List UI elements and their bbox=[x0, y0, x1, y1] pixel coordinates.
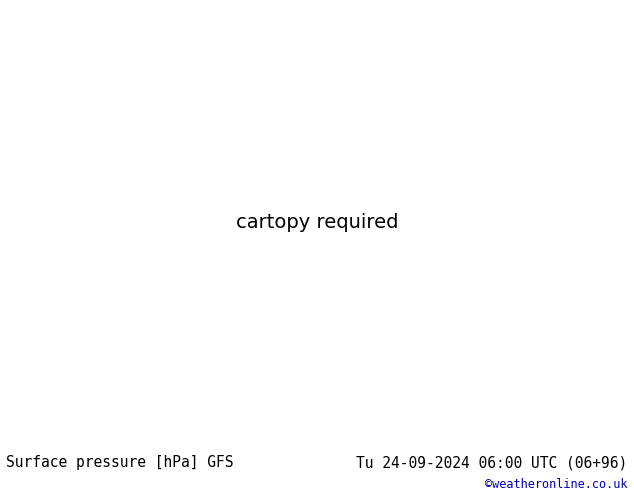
Text: cartopy required: cartopy required bbox=[236, 214, 398, 232]
Text: Surface pressure [hPa] GFS: Surface pressure [hPa] GFS bbox=[6, 455, 234, 470]
Text: ©weatheronline.co.uk: ©weatheronline.co.uk bbox=[485, 478, 628, 490]
Text: Tu 24-09-2024 06:00 UTC (06+96): Tu 24-09-2024 06:00 UTC (06+96) bbox=[356, 455, 628, 470]
